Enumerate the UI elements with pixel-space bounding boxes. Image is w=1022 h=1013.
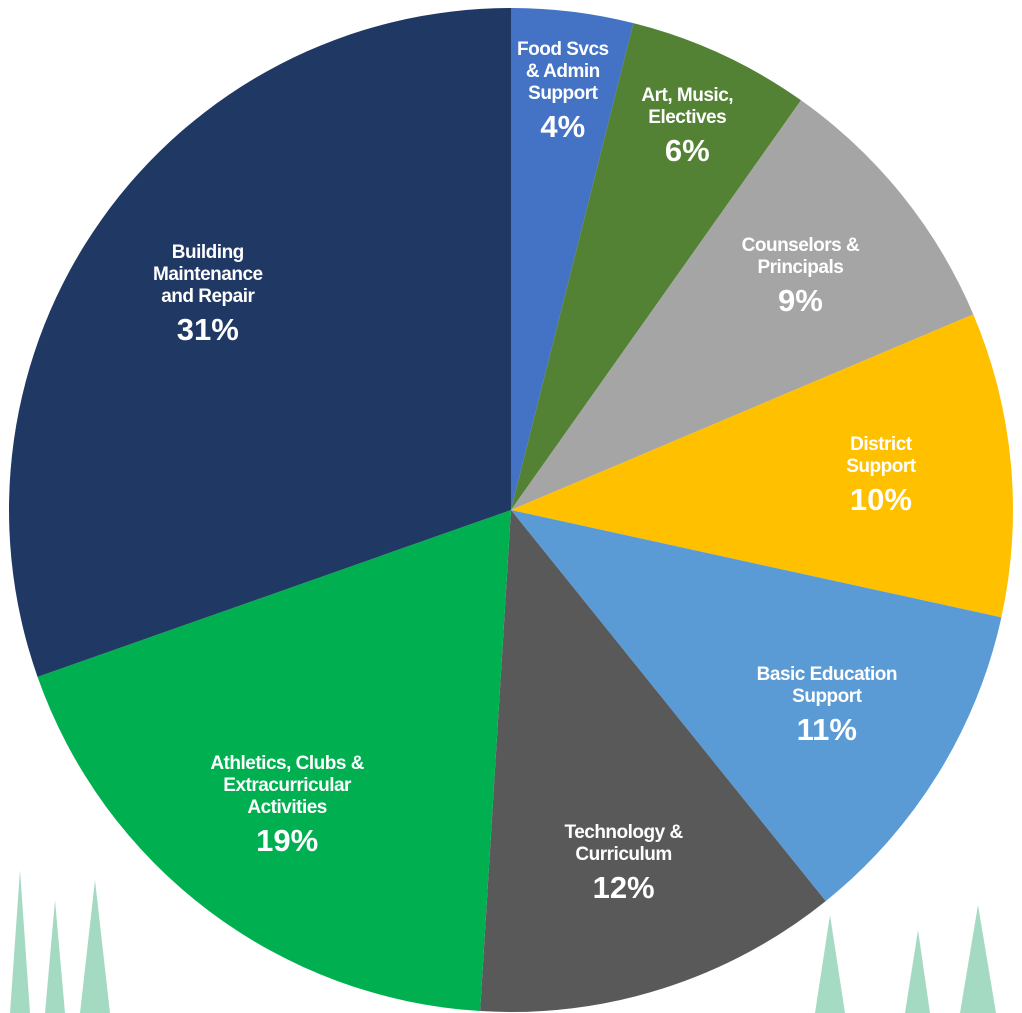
- tree: [45, 900, 65, 1013]
- chart-canvas: [0, 0, 1022, 1013]
- pie: [9, 8, 1013, 1012]
- chart: Food Svcs & Admin Support4%Art, Music, E…: [0, 0, 1022, 1013]
- tree: [815, 915, 845, 1013]
- page: {"chart_data": {"type": "pie", "categori…: [0, 0, 1022, 1013]
- tree: [905, 930, 930, 1013]
- tree: [80, 880, 110, 1013]
- tree: [10, 870, 30, 1013]
- tree: [960, 905, 996, 1013]
